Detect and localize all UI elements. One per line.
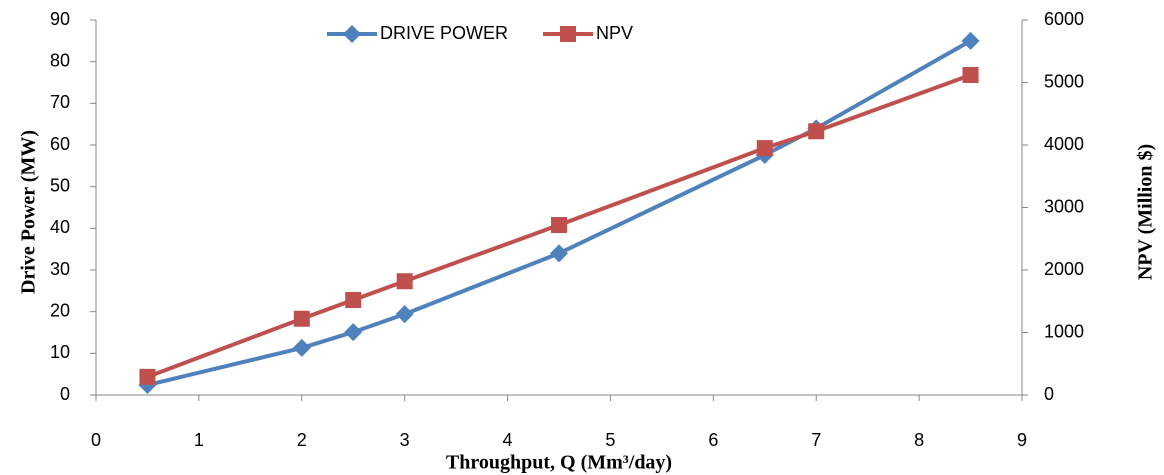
legend-marker	[343, 25, 361, 43]
y2-axis-title: NPV (Million $)	[1135, 144, 1157, 280]
y2-tick-label: 4000	[1044, 134, 1084, 154]
x-tick-label: 2	[297, 430, 307, 450]
y-tick-label: 90	[50, 9, 70, 29]
y2-tick-label: 6000	[1044, 9, 1084, 29]
y-tick-label: 70	[50, 92, 70, 112]
y2-tick-label: 5000	[1044, 71, 1084, 91]
marker	[396, 273, 413, 290]
marker	[550, 244, 568, 263]
marker	[961, 31, 980, 50]
y2-tick-label: 2000	[1044, 259, 1084, 279]
x-tick-label: 3	[400, 430, 410, 450]
legend-marker	[560, 26, 577, 42]
marker	[344, 323, 363, 342]
x-tick-label: 0	[91, 430, 101, 450]
marker	[345, 292, 362, 308]
marker	[292, 338, 311, 357]
x-tick-label: 1	[194, 430, 204, 450]
y-tick-label: 10	[50, 342, 70, 362]
y2-tick-label: 1000	[1044, 321, 1084, 341]
x-tick-label: 8	[914, 430, 924, 450]
y-tick-label: 60	[50, 134, 70, 154]
marker	[293, 310, 310, 327]
y2-tick-label: 0	[1044, 384, 1054, 404]
marker	[551, 217, 567, 233]
legend-label: NPV	[596, 23, 633, 43]
legend-label: DRIVE POWER	[380, 23, 508, 43]
y2-tick-label: 3000	[1044, 196, 1084, 216]
y-tick-label: 40	[50, 217, 70, 237]
x-axis-title: Throughput, Q (Mm³/day)	[446, 452, 672, 474]
y-tick-label: 20	[50, 300, 70, 320]
x-tick-label: 5	[605, 430, 615, 450]
y-tick-label: 30	[50, 259, 70, 279]
marker	[139, 368, 156, 385]
y-tick-label: 50	[50, 175, 70, 195]
x-tick-label: 7	[811, 430, 821, 450]
series-line	[146, 39, 972, 387]
marker	[756, 140, 773, 157]
marker	[808, 123, 825, 140]
x-tick-label: 9	[1017, 430, 1027, 450]
series-line	[146, 73, 972, 379]
y-tick-label: 0	[60, 384, 70, 404]
marker	[962, 67, 979, 83]
x-tick-label: 4	[503, 430, 513, 450]
y-axis-title: Drive Power (MW)	[18, 130, 40, 294]
y-tick-label: 80	[50, 50, 70, 70]
marker	[395, 305, 414, 324]
x-tick-label: 6	[708, 430, 718, 450]
